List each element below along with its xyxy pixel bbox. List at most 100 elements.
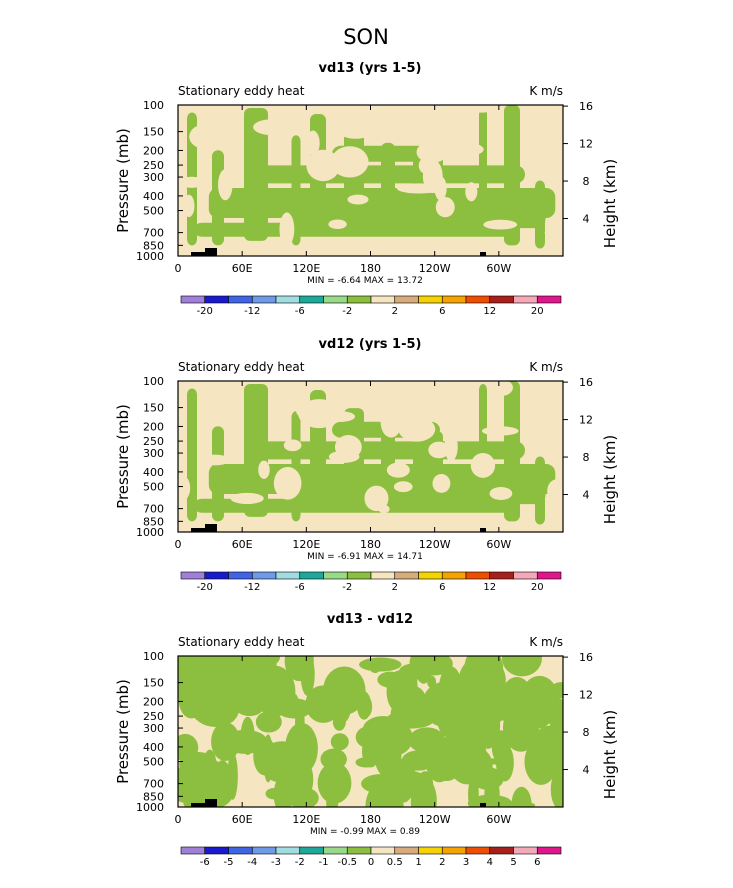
colorbar-swatch (536, 295, 562, 304)
negative-patch (487, 381, 513, 397)
colorbar-label: -0.5 (337, 857, 357, 868)
min-max-stats: MIN = -0.99 MAX = 0.89 (310, 827, 420, 837)
y-tick-label: 300 (143, 722, 164, 735)
negative-patch (336, 118, 376, 139)
field-positive-regions (178, 381, 563, 525)
negative-patch (273, 466, 302, 500)
colorbar-label: 1 (415, 857, 421, 868)
y-tick-label: 700 (143, 227, 164, 240)
colorbar-label: -1 (319, 857, 329, 868)
colorbar: -20 -12 -6 -2 2 6 12 20 (180, 295, 562, 317)
y-tick-label: 150 (143, 677, 164, 690)
colorbar-label: 2 (392, 582, 398, 593)
y-right-tick-label: 8 (583, 451, 590, 464)
positive-patch (390, 700, 432, 725)
negative-patch (178, 475, 191, 501)
colorbar-label: 12 (483, 306, 496, 317)
y-tick-label: 850 (143, 515, 164, 528)
x-tick-label: 60E (232, 538, 253, 551)
positive-patch (288, 787, 319, 807)
negative-patch (306, 149, 340, 182)
x-tick-label: 180 (360, 262, 381, 275)
colorbar-label: 0.5 (387, 857, 403, 868)
x-tick-label: 120W (419, 262, 451, 275)
colorbar-swatch (370, 571, 396, 580)
colorbar-label: -5 (224, 857, 234, 868)
negative-patch (428, 441, 450, 459)
colorbar-swatch (228, 846, 253, 855)
colorbar-label: -12 (244, 582, 260, 593)
y-tick-label: 850 (143, 790, 164, 803)
colorbar-swatch (513, 295, 538, 304)
negative-patch (393, 481, 413, 493)
panel-units: K m/s (529, 360, 563, 374)
x-tick-label: 60E (232, 813, 253, 826)
positive-patch (222, 729, 268, 754)
negative-patch (416, 141, 448, 163)
y-tick-label: 200 (143, 420, 164, 433)
panel-subtitle-left: Stationary eddy heat (178, 635, 305, 649)
colorbar-swatch (536, 571, 562, 580)
colorbar-label: -3 (271, 857, 281, 868)
colorbar-swatch (299, 571, 324, 580)
positive-patch (416, 771, 434, 800)
x-tick-label: 180 (360, 538, 381, 551)
panel-title: vd12 (yrs 1-5) (319, 337, 422, 352)
colorbar-swatch (204, 295, 229, 304)
colorbar: -20 -12 -6 -2 2 6 12 20 (180, 571, 562, 593)
positive-patch (407, 663, 418, 713)
page-title: SON (343, 25, 389, 49)
y-tick-label: 1000 (136, 801, 164, 814)
negative-patch (179, 176, 205, 188)
y-tick-label: 500 (143, 481, 164, 494)
positive-patch (330, 733, 349, 751)
positive-tongue (193, 498, 518, 513)
positive-patch (227, 752, 238, 800)
colorbar-swatch (275, 846, 301, 855)
positive-patch (484, 773, 500, 807)
colorbar-swatch (418, 846, 443, 855)
negative-patch (483, 219, 518, 230)
y-tick-label: 500 (143, 205, 164, 218)
colorbar-label: -4 (247, 857, 257, 868)
colorbar-label: 6 (534, 857, 540, 868)
topography (191, 524, 486, 532)
negative-patch (189, 123, 228, 150)
x-tick-label: 60W (486, 262, 511, 275)
y-tick-label: 100 (143, 650, 164, 663)
colorbar-label: -2 (342, 582, 352, 593)
negative-patch (279, 212, 295, 247)
positive-patch (367, 719, 413, 757)
negative-patch (347, 194, 369, 205)
colorbar-label: 5 (510, 857, 516, 868)
colorbar-swatch (370, 846, 396, 855)
positive-patch (326, 787, 339, 807)
positive-patch (300, 656, 315, 697)
positive-patch (524, 738, 558, 785)
y-axis-label: Pressure (mb) (114, 128, 132, 233)
positive-patch (263, 734, 273, 783)
x-tick-label: 60W (486, 813, 511, 826)
field (178, 105, 563, 256)
positive-patch (425, 701, 463, 717)
positive-patch (500, 801, 536, 807)
positive-patch (265, 788, 283, 800)
positive-patch (229, 656, 277, 685)
y-tick-label: 100 (143, 375, 164, 388)
positive-tongue (255, 165, 525, 184)
y-tick-label: 400 (143, 741, 164, 754)
colorbar-swatch (465, 571, 491, 580)
y-right-tick-label: 8 (583, 726, 590, 739)
positive-patch (317, 762, 352, 804)
negative-patch (328, 450, 360, 463)
negative-patch (380, 405, 402, 438)
y-tick-label: 400 (143, 190, 164, 203)
negative-patch (397, 116, 427, 132)
negative-patch (328, 219, 347, 229)
panel-3: vd13 - vd12 Stationary eddy heat K m/s 0 60E… (114, 612, 619, 868)
x-tick-label: 120E (292, 813, 320, 826)
colorbar: -6 -5 -4 -3 -2 -1 -0.5 0 0.5 1 2 3 4 5 6 (180, 846, 562, 868)
y-axis-label: Pressure (mb) (114, 679, 132, 784)
negative-patch (465, 182, 478, 202)
x-tick-label: 0 (175, 538, 182, 551)
